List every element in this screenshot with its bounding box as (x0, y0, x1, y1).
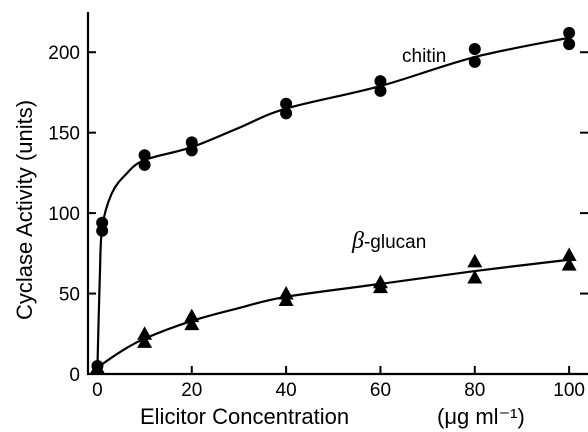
point-chitin (563, 38, 576, 51)
point-chitin (468, 43, 481, 56)
plot-frame (86, 12, 588, 376)
point-beta-glucan (137, 326, 153, 340)
curve-beta-glucan (96, 258, 570, 369)
y-tick-label: 200 (48, 43, 80, 64)
point-chitin (96, 216, 109, 229)
point-beta-glucan (467, 269, 483, 284)
point-chitin (185, 136, 198, 149)
point-chitin (468, 55, 481, 68)
y-tick-label: 50 (59, 285, 80, 306)
point-chitin (138, 158, 151, 171)
fit-curves (96, 36, 570, 369)
y-axis-title: Cyclase Activity (units) (12, 100, 37, 320)
ticks: 0 20 40 60 80 100 0 50 100 150 200 (48, 43, 588, 401)
series-label-chitin: chitin (402, 46, 446, 67)
point-chitin (374, 84, 387, 97)
data-points (89, 26, 577, 374)
x-axis-title: Elicitor Concentration (140, 404, 349, 429)
x-tick-label: 100 (553, 380, 585, 401)
y-tick-label: 100 (48, 204, 80, 225)
x-axis-units: (μg ml⁻¹) (437, 404, 525, 429)
point-beta-glucan (561, 257, 577, 271)
y-tick-label: 0 (69, 365, 80, 386)
point-beta-glucan (184, 316, 200, 331)
point-beta-glucan (372, 274, 388, 289)
x-tick-label: 40 (276, 380, 297, 401)
x-tick-label: 60 (370, 380, 391, 401)
point-chitin (374, 75, 387, 88)
point-beta-glucan (137, 334, 153, 348)
point-beta-glucan (561, 247, 577, 261)
point-chitin (280, 97, 293, 110)
curve-chitin (96, 36, 570, 368)
point-beta-glucan (278, 286, 294, 300)
x-tick-label: 80 (464, 380, 485, 401)
x-tick-label: 0 (92, 380, 103, 401)
axes (86, 12, 588, 376)
point-chitin (563, 26, 576, 39)
point-chitin (138, 149, 151, 162)
series-label-beta-glucan: β-glucan (351, 228, 426, 254)
x-tick-label: 20 (181, 380, 202, 401)
point-beta-glucan (184, 308, 200, 323)
point-chitin (280, 107, 293, 120)
point-beta-glucan (467, 253, 483, 268)
point-beta-glucan (89, 360, 105, 374)
y-tick-label: 150 (48, 124, 80, 145)
